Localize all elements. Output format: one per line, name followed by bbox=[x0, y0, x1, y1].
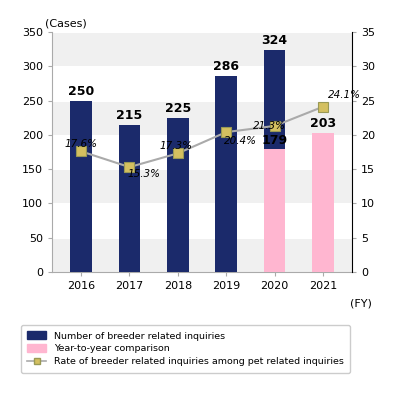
Bar bbox=[70, 100, 92, 272]
Legend: Number of breeder related inquiries, Year-to-year comparison, Rate of breeder re: Number of breeder related inquiries, Yea… bbox=[21, 325, 350, 373]
Text: 24.1%: 24.1% bbox=[328, 90, 361, 100]
Text: 203: 203 bbox=[310, 117, 336, 130]
Text: 17.6%: 17.6% bbox=[64, 139, 97, 149]
Text: 225: 225 bbox=[165, 102, 191, 115]
Bar bbox=[52, 32, 352, 66]
Bar bbox=[52, 169, 352, 204]
Text: 179: 179 bbox=[262, 134, 288, 146]
Text: 15.3%: 15.3% bbox=[127, 169, 160, 179]
Bar bbox=[118, 124, 140, 272]
Text: 324: 324 bbox=[262, 34, 288, 47]
Text: 21.3%: 21.3% bbox=[253, 121, 286, 131]
Text: (Cases): (Cases) bbox=[45, 18, 86, 28]
Bar bbox=[215, 76, 237, 272]
Text: 20.4%: 20.4% bbox=[224, 136, 257, 146]
Bar bbox=[52, 238, 352, 272]
Bar bbox=[52, 100, 352, 135]
Bar bbox=[167, 118, 189, 272]
Text: 250: 250 bbox=[68, 85, 94, 98]
Text: 215: 215 bbox=[116, 109, 142, 122]
Text: 17.3%: 17.3% bbox=[160, 141, 192, 151]
Text: 286: 286 bbox=[213, 60, 239, 73]
Bar bbox=[312, 133, 334, 272]
Bar bbox=[264, 149, 286, 272]
Bar bbox=[264, 50, 286, 272]
Text: (FY): (FY) bbox=[350, 298, 372, 308]
